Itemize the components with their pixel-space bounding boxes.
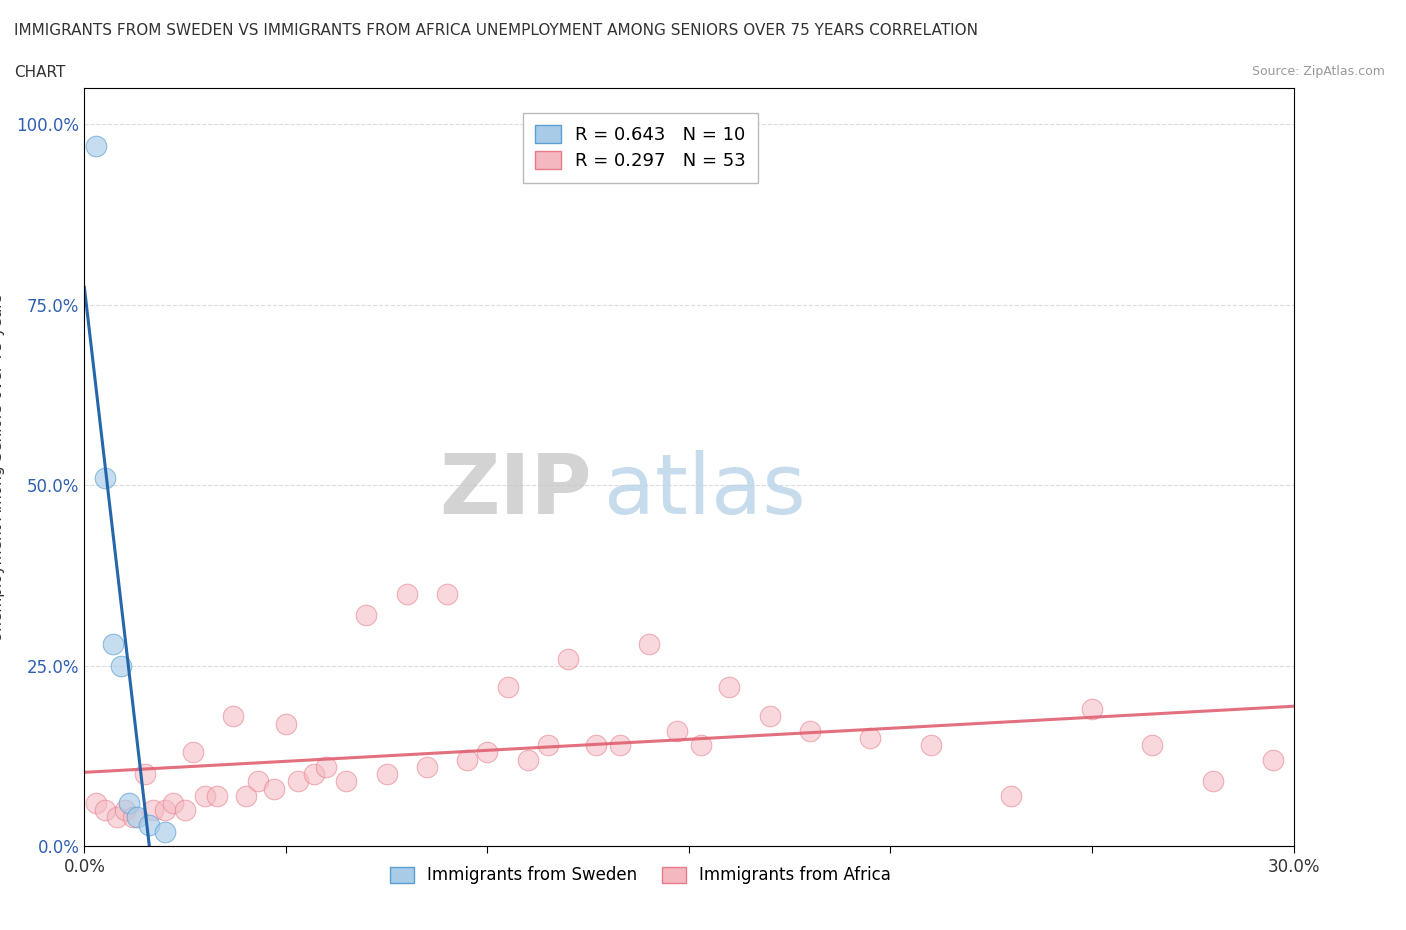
Point xyxy=(287,774,309,789)
Point xyxy=(585,737,607,752)
Point xyxy=(1000,789,1022,804)
Point xyxy=(335,774,357,789)
Point xyxy=(153,803,176,817)
Point xyxy=(356,608,378,623)
Point xyxy=(246,774,269,789)
Point xyxy=(456,752,478,767)
Point xyxy=(477,745,499,760)
Point xyxy=(162,795,184,810)
Point xyxy=(920,737,942,752)
Point xyxy=(799,724,821,738)
Point xyxy=(174,803,197,817)
Text: CHART: CHART xyxy=(14,65,66,80)
Point xyxy=(207,789,229,804)
Point xyxy=(86,139,108,153)
Point xyxy=(114,803,136,817)
Point xyxy=(302,766,325,781)
Text: atlas: atlas xyxy=(605,449,806,530)
Point xyxy=(118,795,141,810)
Point xyxy=(93,471,115,485)
Point xyxy=(1142,737,1164,752)
Text: ZIP: ZIP xyxy=(440,449,592,530)
Point xyxy=(194,789,217,804)
Point xyxy=(416,760,439,775)
Point xyxy=(93,803,115,817)
Point xyxy=(859,731,882,746)
Point xyxy=(395,586,418,601)
Point xyxy=(690,737,713,752)
Point xyxy=(496,680,519,695)
Point xyxy=(436,586,458,601)
Point xyxy=(1263,752,1285,767)
Point xyxy=(609,737,631,752)
Point xyxy=(315,760,337,775)
Point xyxy=(105,810,128,825)
Text: Source: ZipAtlas.com: Source: ZipAtlas.com xyxy=(1251,65,1385,78)
Point xyxy=(1081,702,1104,717)
Point xyxy=(1202,774,1225,789)
Point xyxy=(222,709,245,724)
Point xyxy=(274,716,297,731)
Point xyxy=(235,789,257,804)
Text: IMMIGRANTS FROM SWEDEN VS IMMIGRANTS FROM AFRICA UNEMPLOYMENT AMONG SENIORS OVER: IMMIGRANTS FROM SWEDEN VS IMMIGRANTS FRO… xyxy=(14,23,979,38)
Point xyxy=(718,680,741,695)
Point xyxy=(557,651,579,666)
Legend: Immigrants from Sweden, Immigrants from Africa: Immigrants from Sweden, Immigrants from … xyxy=(384,859,897,891)
Point xyxy=(181,745,204,760)
Y-axis label: Unemployment Among Seniors over 75 years: Unemployment Among Seniors over 75 years xyxy=(0,293,6,642)
Point xyxy=(375,766,398,781)
Point xyxy=(665,724,688,738)
Point xyxy=(138,817,160,832)
Point xyxy=(263,781,285,796)
Point xyxy=(637,637,659,652)
Point xyxy=(121,810,143,825)
Point xyxy=(153,824,176,839)
Point xyxy=(101,637,124,652)
Point xyxy=(86,795,108,810)
Point xyxy=(516,752,538,767)
Point xyxy=(537,737,560,752)
Point xyxy=(110,658,132,673)
Point xyxy=(758,709,780,724)
Point xyxy=(142,803,165,817)
Point xyxy=(125,810,148,825)
Point xyxy=(134,766,156,781)
